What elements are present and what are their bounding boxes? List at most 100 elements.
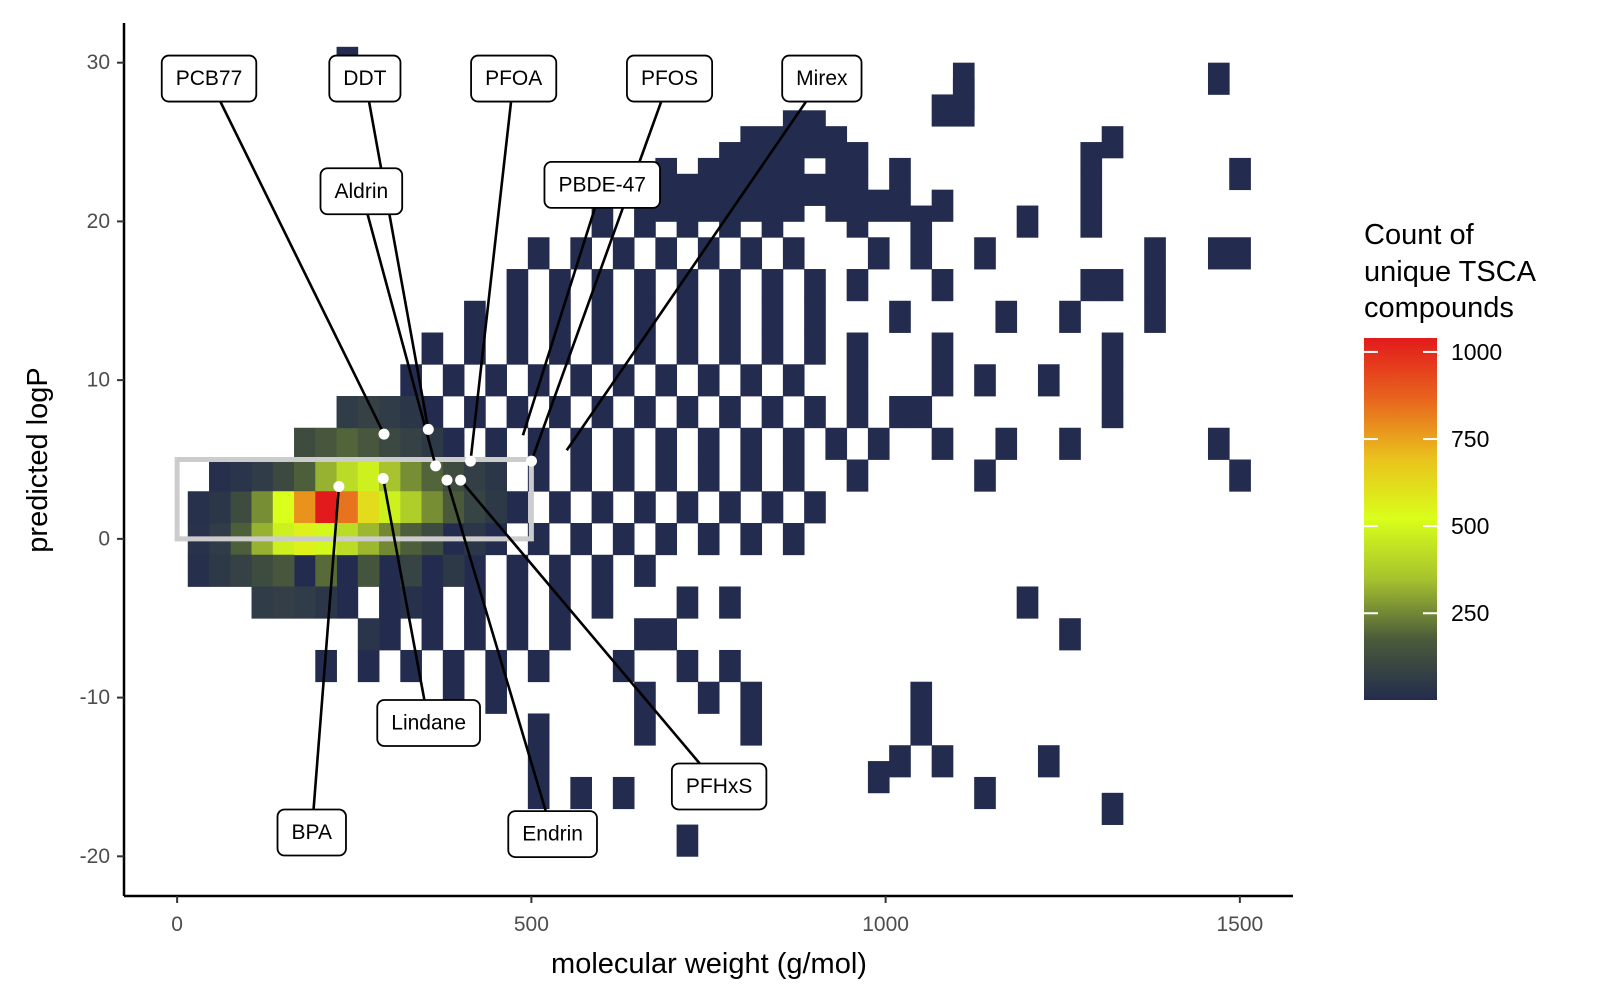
heatmap-cell bbox=[209, 554, 231, 587]
heatmap-cell bbox=[974, 364, 996, 397]
legend-title-line-3: compounds bbox=[1364, 292, 1514, 324]
heatmap-cell bbox=[357, 554, 380, 587]
heatmap-cell bbox=[1101, 364, 1124, 397]
heatmap-cell bbox=[761, 332, 784, 365]
heatmap-cell bbox=[846, 205, 869, 238]
heatmap-cell bbox=[357, 649, 380, 683]
heatmap-cell bbox=[1101, 126, 1124, 159]
heatmap-cell bbox=[421, 332, 444, 365]
heatmap-cell bbox=[612, 364, 635, 397]
callout-label-text: PFOS bbox=[641, 67, 698, 90]
callout-label: DDT bbox=[328, 54, 402, 103]
heatmap-cell bbox=[294, 554, 316, 587]
heatmap-cell bbox=[336, 491, 359, 524]
heatmap-cell bbox=[867, 189, 890, 222]
heatmap-cell bbox=[974, 776, 996, 810]
heatmap-cell bbox=[1080, 269, 1103, 302]
x-axis-ticks: 0 500 1000 1500 bbox=[171, 896, 1263, 936]
heatmap-cell bbox=[655, 618, 678, 651]
x-tick-label: 1000 bbox=[862, 913, 909, 936]
callout-label: PFOS bbox=[626, 54, 714, 103]
heatmap-cell bbox=[740, 713, 763, 746]
heatmap-cell bbox=[761, 269, 784, 302]
heatmap-cell bbox=[1101, 332, 1124, 365]
heatmap-cell bbox=[931, 94, 954, 127]
heatmap-cell bbox=[889, 396, 911, 429]
heatmap-cell bbox=[612, 776, 635, 810]
heatmap-cell bbox=[272, 586, 295, 619]
heatmap-cell bbox=[740, 237, 763, 270]
heatmap-cell bbox=[209, 491, 231, 524]
callout-label-text: Endrin bbox=[522, 823, 583, 846]
compound-point bbox=[515, 434, 527, 446]
heatmap-cell bbox=[612, 649, 635, 683]
callout-label: Aldrin bbox=[319, 167, 404, 216]
heatmap-cell bbox=[294, 491, 316, 524]
heatmap-cell bbox=[1229, 237, 1251, 270]
heatmap-cell bbox=[485, 491, 507, 524]
heatmap-cell bbox=[697, 157, 720, 191]
heatmap-cell bbox=[251, 586, 274, 619]
callout-line bbox=[363, 78, 430, 430]
heatmap-cell bbox=[336, 586, 359, 619]
callout-label-box bbox=[670, 762, 768, 811]
callout-labels: PCB77 DDT PFOA PFOS Mirex PBDE-47 Aldrin BPA Lin… bbox=[160, 54, 863, 858]
y-tick-label: 30 bbox=[87, 51, 110, 74]
heatmap-cell bbox=[485, 427, 507, 460]
heatmap-cell bbox=[357, 427, 380, 460]
callout-label: BPA bbox=[276, 808, 347, 857]
callout-label-text: Lindane bbox=[391, 711, 466, 734]
heatmap-cell bbox=[379, 491, 401, 524]
heatmap-cell bbox=[230, 491, 252, 524]
heatmap-cell bbox=[889, 189, 911, 222]
heatmap-cell bbox=[867, 427, 890, 460]
heatmap-cell bbox=[782, 459, 805, 492]
callout-label-box bbox=[276, 808, 347, 857]
heatmap-cell bbox=[272, 459, 295, 492]
heatmap-cell bbox=[400, 491, 422, 524]
heatmap-cell bbox=[740, 189, 763, 222]
callout-label-text: PFOA bbox=[485, 67, 542, 90]
heatmap-cell bbox=[591, 586, 614, 619]
heatmap-cell bbox=[485, 459, 507, 492]
heatmap-cell bbox=[591, 396, 614, 429]
heatmap-cell bbox=[761, 142, 784, 175]
callout-label: PCB77 bbox=[160, 54, 258, 103]
heatmap-cell bbox=[697, 522, 720, 556]
heatmap-cell bbox=[974, 237, 996, 270]
heatmap-cell bbox=[1016, 205, 1039, 238]
heatmap-cell bbox=[719, 205, 741, 238]
heatmap-cell bbox=[697, 364, 720, 397]
heatmap-cell bbox=[719, 649, 741, 683]
heatmap-cell bbox=[400, 554, 422, 587]
legend-tick-label: 500 bbox=[1451, 513, 1489, 539]
heatmap-cell bbox=[719, 491, 741, 524]
heatmap-cell bbox=[931, 745, 954, 778]
heatmap-cell bbox=[400, 427, 422, 460]
heatmap-cell bbox=[357, 491, 380, 524]
heatmap-cell bbox=[549, 396, 571, 429]
heatmap-cell bbox=[804, 173, 826, 206]
heatmap-cell bbox=[1144, 237, 1166, 270]
heatmap-cell bbox=[230, 459, 252, 492]
heatmap-cell bbox=[655, 459, 678, 492]
heatmap-cell bbox=[527, 237, 550, 270]
heatmap-cell bbox=[549, 269, 571, 302]
heatmap-cell bbox=[464, 300, 486, 333]
callout-label-box bbox=[626, 54, 714, 103]
heatmap-cell bbox=[697, 681, 720, 714]
heatmap-cell bbox=[804, 269, 826, 302]
heatmap-cell bbox=[1101, 792, 1124, 825]
heatmap-cell bbox=[315, 459, 337, 492]
heatmap-cell bbox=[612, 459, 635, 492]
heatmap-cell bbox=[697, 189, 720, 222]
heatmap-cell bbox=[379, 554, 401, 587]
heatmap-cell bbox=[761, 491, 784, 524]
heatmap-cell bbox=[740, 427, 763, 460]
heatmap-cell bbox=[740, 522, 763, 556]
heatmap-cell bbox=[251, 491, 274, 524]
heatmap-cell bbox=[421, 491, 444, 524]
heatmap-cell bbox=[634, 618, 656, 651]
heatmap-cell bbox=[697, 459, 720, 492]
heatmap-cell bbox=[655, 237, 678, 270]
